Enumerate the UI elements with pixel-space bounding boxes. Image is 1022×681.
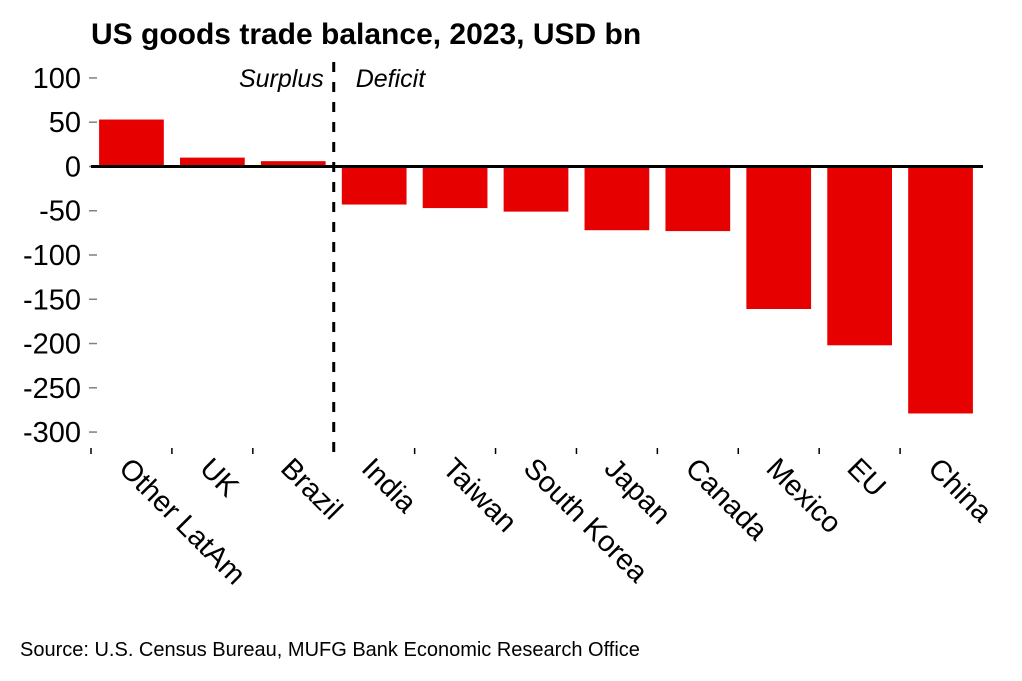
source-note: Source: U.S. Census Bureau, MUFG Bank Ec… [20, 639, 640, 661]
chart-title: US goods trade balance, 2023, USD bn [91, 18, 641, 51]
y-axis: 100 50 0 -50 -100 -150 -200 -250 -300 [23, 63, 97, 449]
y-tick-label: -200 [23, 329, 81, 361]
bar-eu [827, 166, 892, 346]
bar-mexico [746, 166, 812, 310]
surplus-annotation: Surplus [239, 65, 324, 93]
y-tick-label: -250 [23, 373, 81, 405]
bar-other-latam [99, 119, 164, 167]
x-tick-label: China [922, 452, 999, 529]
bar-uk [180, 157, 245, 167]
bar-canada [665, 166, 731, 232]
x-tick-label: Japan [598, 452, 676, 530]
bar-india [341, 166, 407, 205]
x-tick-label: Taiwan [436, 452, 522, 538]
bar-brazil [260, 161, 326, 167]
y-tick-label: -50 [39, 196, 81, 228]
bars-group [99, 119, 973, 414]
x-tick-label: Mexico [760, 452, 848, 540]
bar-south-korea [503, 166, 569, 212]
x-tick-label: Brazil [274, 452, 348, 526]
y-tick-label: 50 [49, 107, 81, 139]
y-tick-label: -100 [23, 240, 81, 272]
x-tick-label: UK [193, 452, 245, 504]
x-tick-label: EU [841, 452, 892, 503]
x-tick-label: India [355, 452, 423, 520]
y-tick-label: -300 [23, 417, 81, 449]
y-tick-label: -150 [23, 284, 81, 316]
bar-japan [584, 166, 650, 231]
bar-taiwan [422, 166, 488, 209]
deficit-annotation: Deficit [356, 65, 427, 93]
y-tick-label: 0 [65, 151, 81, 183]
x-tick-label: Canada [679, 452, 774, 547]
bar-china [908, 166, 973, 414]
y-tick-label: 100 [33, 63, 81, 95]
